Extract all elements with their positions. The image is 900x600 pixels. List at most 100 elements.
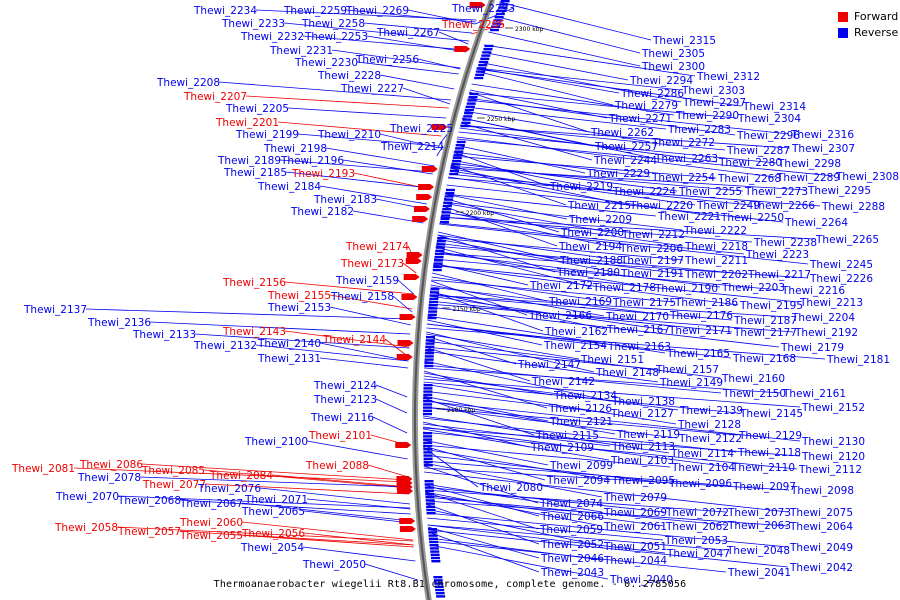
reverse-gene-label: Thewi_2046 — [540, 553, 604, 565]
forward-gene-label: Thewi_2144 — [322, 334, 386, 346]
reverse-gene-leader — [422, 428, 610, 461]
reverse-gene-label: Thewi_2215 — [567, 200, 631, 212]
reverse-gene-leader — [423, 375, 679, 411]
reverse-feature — [430, 553, 440, 556]
reverse-gene-label: Thewi_2151 — [580, 354, 644, 366]
reverse-gene-leader — [446, 184, 784, 223]
reverse-gene-leader — [488, 31, 641, 67]
reverse-gene-leader — [397, 279, 414, 295]
reverse-gene-label: Thewi_2180 — [556, 267, 620, 279]
reverse-gene-label: Thewi_2294 — [629, 75, 693, 87]
reverse-gene-leader — [424, 484, 540, 517]
reverse-gene-label: Thewi_2198 — [263, 143, 327, 155]
reverse-gene-leader — [439, 223, 809, 265]
forward-gene-label: Thewi_2101 — [308, 430, 372, 442]
legend-reverse-label: Reverse — [854, 26, 899, 39]
reverse-gene-label: Thewi_2314 — [742, 101, 806, 113]
reverse-gene-leader — [427, 524, 726, 551]
reverse-gene-leader — [429, 544, 609, 580]
reverse-feature — [423, 444, 433, 448]
reverse-feature — [461, 121, 471, 124]
reverse-feature — [425, 502, 435, 505]
reverse-feature — [475, 73, 485, 76]
reverse-gene-label: Thewi_2211 — [684, 255, 748, 267]
reverse-gene-label: Thewi_2203 — [721, 282, 785, 294]
reverse-gene-leader — [435, 245, 747, 275]
reverse-gene-leader — [422, 417, 737, 453]
reverse-gene-label: Thewi_2231 — [269, 45, 333, 57]
reverse-gene-label: Thewi_2271 — [608, 113, 672, 125]
reverse-gene-label: Thewi_2128 — [677, 419, 741, 431]
reverse-gene-leader — [402, 87, 451, 105]
reverse-gene-label: Thewi_2072 — [665, 507, 729, 519]
reverse-gene-label: Thewi_2265 — [815, 234, 879, 246]
reverse-gene-leader — [425, 340, 721, 379]
reverse-gene-leader — [428, 306, 780, 348]
reverse-gene-label: Thewi_2094 — [546, 475, 610, 487]
forward-gene-leader — [284, 330, 410, 348]
reverse-gene-label: Thewi_2134 — [553, 390, 617, 402]
reverse-feature — [452, 156, 462, 160]
forward-feature — [399, 314, 416, 320]
reverse-gene-label: Thewi_2298 — [777, 158, 841, 170]
reverse-gene-leader — [423, 454, 668, 484]
reverse-gene-leader — [460, 122, 593, 161]
reverse-feature — [423, 393, 433, 396]
reverse-feature — [434, 252, 444, 256]
reverse-feature — [425, 499, 435, 502]
reverse-gene-label: Thewi_2166 — [528, 310, 592, 322]
forward-gene-label: Thewi_2173 — [340, 258, 404, 270]
reverse-feature — [423, 441, 433, 444]
forward-feature — [421, 166, 438, 172]
reverse-feature — [423, 454, 433, 457]
reverse-feature — [441, 211, 451, 214]
reverse-gene-label: Thewi_2068 — [117, 495, 181, 507]
reverse-gene-leader — [428, 529, 789, 568]
reverse-gene-label: Thewi_2148 — [595, 367, 659, 379]
reverse-gene-label: Thewi_2186 — [674, 297, 738, 309]
reverse-gene-label: Thewi_2232 — [240, 31, 304, 43]
reverse-gene-label: Thewi_2266 — [751, 200, 815, 212]
reverse-gene-leader — [423, 444, 671, 468]
scale-tick-label: 2250 kbp — [487, 116, 515, 123]
reverse-gene-label: Thewi_2289 — [776, 172, 840, 184]
reverse-gene-leader — [255, 344, 409, 362]
reverse-gene-label: Thewi_2206 — [619, 243, 683, 255]
reverse-gene-leader — [433, 264, 739, 306]
reverse-gene-label: Thewi_2172 — [529, 280, 593, 292]
reverse-gene-label: Thewi_2287 — [726, 145, 790, 157]
reverse-gene-leader — [475, 70, 614, 106]
reverse-feature — [442, 208, 452, 211]
reverse-feature — [425, 348, 435, 352]
reverse-gene-leader — [437, 234, 556, 273]
reverse-gene-leader — [423, 439, 549, 466]
reverse-gene-leader — [287, 107, 447, 119]
reverse-gene-label: Thewi_2254 — [651, 172, 715, 184]
scale-tick-label: 2150 kbp — [452, 306, 480, 313]
reverse-feature — [491, 25, 501, 28]
forward-gene-label: Thewi_2207 — [183, 91, 247, 103]
reverse-feature — [474, 76, 484, 80]
reverse-gene-label: Thewi_2244 — [593, 155, 657, 167]
reverse-gene-label: Thewi_2098 — [790, 485, 854, 497]
reverse-gene-label: Thewi_2229 — [586, 168, 650, 180]
reverse-gene-leader — [425, 491, 539, 530]
reverse-gene-leader — [139, 476, 409, 488]
reverse-feature — [427, 528, 437, 531]
reverse-gene-leader — [443, 197, 560, 233]
forward-feature — [416, 194, 433, 200]
reverse-feature — [423, 457, 433, 460]
reverse-gene-leader — [319, 357, 409, 369]
reverse-gene-leader — [447, 177, 821, 207]
reverse-gene-label: Thewi_2040 — [609, 574, 673, 586]
scale-tick-label: 2300 kbp — [515, 26, 543, 33]
reverse-gene-leader — [297, 133, 440, 147]
reverse-gene-label: Thewi_2288 — [821, 201, 885, 213]
reverse-feature — [476, 70, 486, 73]
reverse-gene-label: Thewi_2297 — [682, 97, 746, 109]
forward-gene-label: Thewi_2077 — [142, 479, 206, 491]
forward-gene-leader — [179, 530, 414, 548]
reverse-gene-leader — [429, 294, 733, 321]
reverse-gene-leader — [425, 346, 655, 370]
reverse-gene-label: Thewi_2041 — [727, 567, 791, 579]
